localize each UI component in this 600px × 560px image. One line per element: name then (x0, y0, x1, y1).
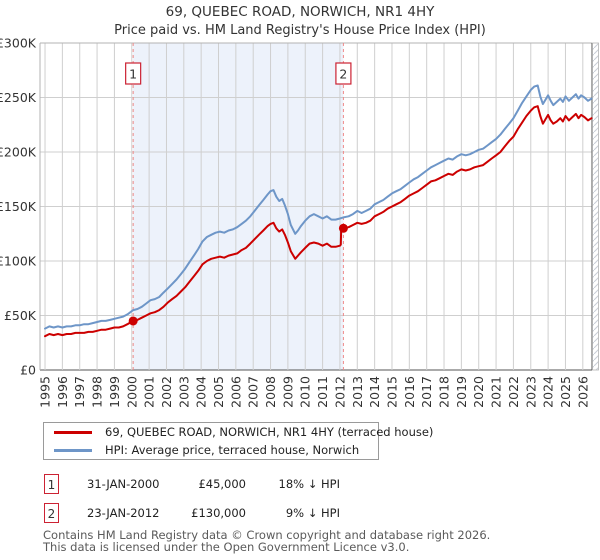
y-axis-tick-label: £100K (0, 254, 37, 269)
license-line-2: This data is licensed under the Open Gov… (43, 540, 410, 554)
x-axis-tick-label: 2008 (263, 376, 278, 408)
x-axis-tick-label: 2002 (159, 376, 174, 408)
x-axis-tick-label: 2006 (228, 376, 243, 408)
x-axis-tick-label: 2004 (194, 376, 209, 408)
x-axis-tick-label: 2024 (541, 376, 556, 408)
price-history-chart: £0£50K£100K£150K£200K£250K£300K199519961… (0, 36, 599, 408)
sale-point-dot (338, 223, 348, 233)
x-axis-tick-label: 2025 (558, 376, 573, 408)
y-axis-tick-label: £300K (0, 36, 37, 51)
property-price-line (44, 105, 593, 338)
x-axis-tick-label: 2023 (523, 376, 538, 408)
y-axis-tick-label: £250K (0, 90, 37, 105)
legend-item-property: 69, QUEBEC ROAD, NORWICH, NR1 4HY (terra… (54, 425, 433, 440)
future-hatch-band (592, 42, 599, 371)
x-axis-tick-label: 2013 (350, 376, 365, 408)
sale-marker-badge-label: 2 (339, 67, 347, 82)
x-axis-tick-label: 2021 (489, 376, 504, 408)
x-axis-tick-label: 1998 (90, 376, 105, 408)
x-axis-tick-label: 2026 (575, 376, 590, 408)
x-axis-tick-label: 2001 (142, 376, 157, 408)
transaction-date: 31-JAN-2000 (87, 477, 160, 491)
x-axis-tick-label: 2000 (124, 376, 139, 408)
chart-legend: 69, QUEBEC ROAD, NORWICH, NR1 4HY (terra… (43, 422, 433, 460)
x-axis-tick-label: 2011 (315, 376, 330, 408)
x-axis-tick-label: 2009 (280, 376, 295, 408)
x-axis-tick-label: 1999 (107, 376, 122, 408)
transaction-date: 23-JAN-2012 (87, 506, 160, 520)
x-axis-tick-label: 2010 (298, 376, 313, 408)
transaction-row: 2 23-JAN-2012 £130,000 9% ↓ HPI (0, 503, 600, 527)
sale-marker-badge (125, 62, 142, 85)
x-axis-tick-label: 2020 (471, 376, 486, 408)
x-axis-tick-label: 2017 (419, 376, 434, 408)
x-axis-tick-label: 2018 (437, 376, 452, 408)
x-axis-tick-label: 2019 (454, 376, 469, 408)
hpi-line-swatch (54, 448, 92, 452)
page-title: 69, QUEBEC ROAD, NORWICH, NR1 4HY (165, 4, 435, 20)
transaction-vs-hpi: 18% ↓ HPI (278, 477, 340, 491)
transaction-2-badge: 2 (44, 503, 59, 523)
sale-point-dot (128, 316, 138, 326)
x-axis-tick-label: 2012 (332, 376, 347, 408)
x-axis-tick-label: 2022 (506, 376, 521, 408)
y-axis-tick-label: £150K (0, 199, 37, 214)
x-axis-tick-label: 1997 (72, 376, 87, 408)
hpi-line (44, 84, 593, 330)
legend-label: HPI: Average price, terraced house, Norw… (105, 443, 360, 457)
transaction-1-badge: 1 (44, 474, 59, 494)
property-line-swatch (54, 430, 92, 434)
legend-item-hpi: HPI: Average price, terraced house, Norw… (54, 443, 378, 458)
x-axis-tick-label: 1996 (55, 376, 70, 408)
transaction-price: £45,000 (198, 477, 246, 491)
page-subtitle: Price paid vs. HM Land Registry's House … (114, 23, 486, 38)
sale-marker-badge (335, 62, 352, 85)
sale-marker-badge-label: 1 (129, 67, 137, 82)
x-axis-tick-label: 2005 (211, 376, 226, 408)
x-axis-tick-label: 2003 (176, 376, 191, 408)
transaction-price: £130,000 (191, 506, 246, 520)
y-axis-tick-label: £0 (20, 363, 36, 378)
y-axis-tick-label: £50K (4, 308, 37, 323)
license-note: Contains HM Land Registry data © Crown c… (43, 529, 600, 553)
license-line-1: Contains HM Land Registry data © Crown c… (43, 528, 491, 542)
transaction-vs-hpi: 9% ↓ HPI (285, 506, 340, 520)
y-axis-tick-label: £200K (0, 145, 37, 160)
x-axis-tick-label: 1995 (38, 376, 53, 408)
x-axis-tick-label: 2016 (402, 376, 417, 408)
transaction-row: 1 31-JAN-2000 £45,000 18% ↓ HPI (0, 474, 600, 498)
x-axis-tick-label: 2007 (246, 376, 261, 408)
legend-label: 69, QUEBEC ROAD, NORWICH, NR1 4HY (terra… (105, 425, 434, 439)
x-axis-tick-label: 2014 (367, 376, 382, 408)
x-axis-tick-label: 2015 (384, 376, 399, 408)
